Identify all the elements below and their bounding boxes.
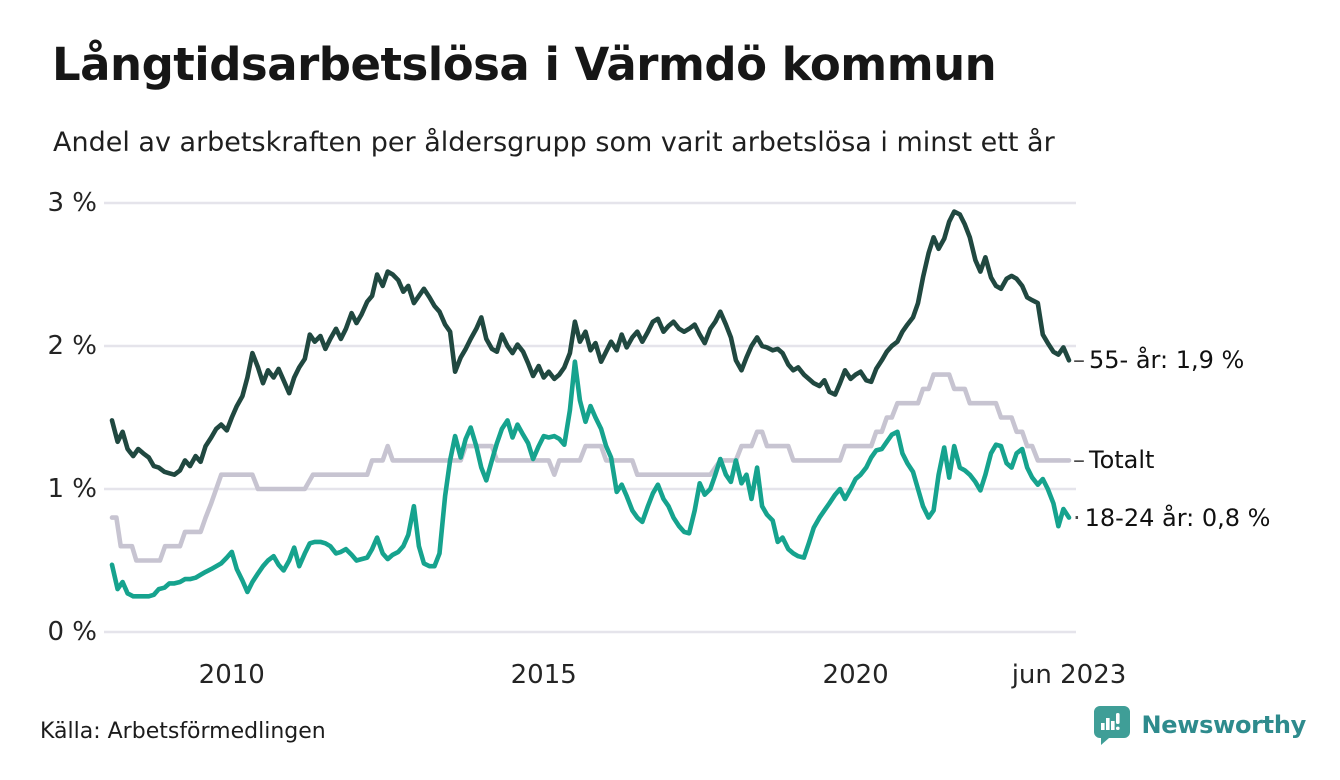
label-leader-dash: – [1073,446,1085,475]
x-axis-tick-label: 2010 [198,660,265,690]
end-label-18-24-ar: · 18-24 år: 0,8 % [1073,501,1270,535]
page-subtitle: Andel av arbetskraften per åldersgrupp s… [53,127,1055,158]
end-label-55-ar: –55- år: 1,9 % [1073,343,1244,377]
end-label-text: 18-24 år: 0,8 % [1084,503,1271,532]
source-note: Källa: Arbetsförmedlingen [40,719,326,744]
x-axis-tick-label: 2015 [510,660,577,690]
y-axis-tick-label: 1 % [47,474,97,504]
end-label-totalt: – Totalt [1073,443,1154,477]
y-axis-tick-label: 3 % [47,188,97,218]
label-leader-dash: · [1073,503,1081,532]
y-axis-tick-label: 0 % [47,617,97,647]
end-label-text: Totalt [1089,446,1155,475]
y-axis-tick-label: 2 % [47,331,97,361]
end-label-text: 55- år: 1,9 % [1089,346,1245,375]
label-leader-dash: – [1073,346,1085,375]
newsworthy-speech-bubble-bar-chart-icon [1094,706,1131,745]
x-axis-tick-label: jun 2023 [1011,660,1127,690]
newsworthy-logo: Newsworthy [1092,704,1306,745]
x-axis-tick-label: 2020 [822,660,889,690]
series-line-totalt [109,372,1072,563]
series-line-18-24-r [109,359,1072,599]
series-line-55-r [109,209,1072,478]
newsworthy-wordmark: Newsworthy [1141,710,1306,739]
page-title: Långtidsarbetslösa i Värmdö kommun [52,38,997,91]
